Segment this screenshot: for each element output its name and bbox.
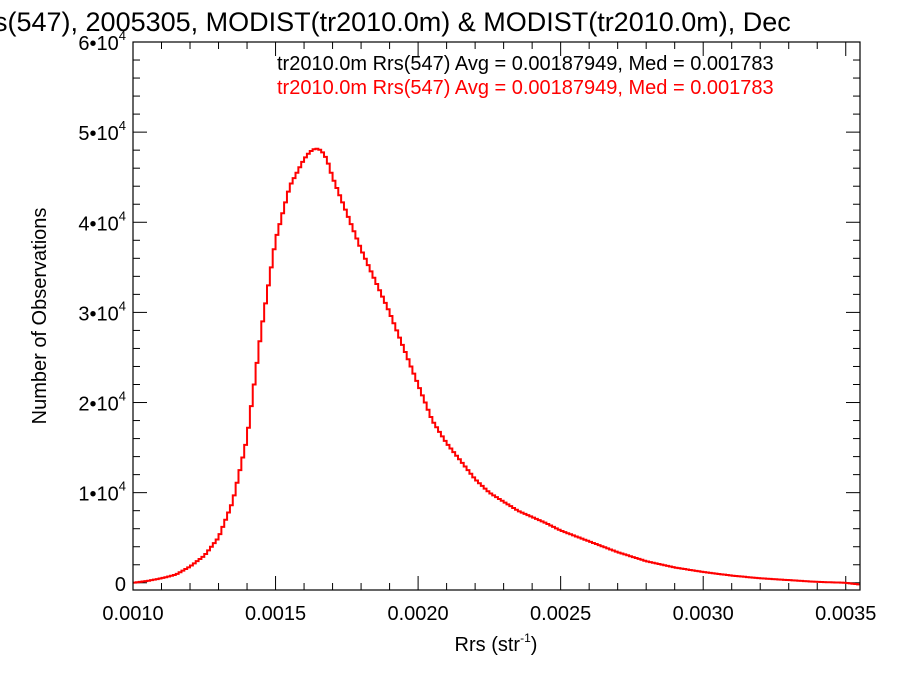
y-tick-label-base: 3•10 [78,303,118,325]
y-tick-label: 0 [115,574,126,596]
y-tick-label-exponent: 4 [119,479,126,494]
y-tick-label: 1•104 [78,479,126,506]
y-axis-ticks [133,41,860,584]
y-tick-label-exponent: 4 [119,298,126,313]
x-axis-label: Rrs (str-1) [455,631,538,656]
y-tick-label-base: 6•10 [78,33,118,55]
x-tick-label: 0.0025 [530,603,591,625]
x-tick-label: 0.0030 [673,603,734,625]
x-axis-label-close: ) [531,634,538,656]
legend-entry-black: tr2010.0m Rrs(547) Avg = 0.00187949, Med… [277,53,774,75]
y-axis-label: Number of Observations [29,208,51,425]
y-tick-label: 6•104 [78,28,126,55]
y-tick-label: 4•104 [78,208,126,235]
x-axis-ticks [132,42,847,590]
y-tick-label-base: 4•10 [78,213,118,235]
y-tick-label-base: 5•10 [78,123,118,145]
y-tick-label-exponent: 4 [119,118,126,133]
x-tick-label: 0.0020 [388,603,449,625]
y-tick-label-base: 2•10 [78,394,118,416]
x-axis-label-superscript: -1 [520,631,531,645]
chart-title: s(547), 2005305, MODIST(tr2010.0m) & MOD… [0,7,791,37]
y-tick-label-exponent: 4 [119,28,126,43]
series-line-0 [133,147,860,586]
y-tick-label: 5•104 [78,118,126,145]
x-axis-label-main: Rrs (str [455,634,521,656]
y-tick-label: 3•104 [78,298,126,325]
x-tick-labels: 0.0010 0.0015 0.0020 0.0025 0.0030 0.0035 [102,603,876,625]
x-tick-label: 0.0035 [815,603,876,625]
y-tick-label: 2•104 [78,389,126,416]
plot-frame [132,41,861,591]
x-tick-label: 0.0010 [102,603,163,625]
legend-entry-red: tr2010.0m Rrs(547) Avg = 0.00187949, Med… [277,77,774,99]
x-tick-label: 0.0015 [245,603,306,625]
y-tick-label-base: 1•10 [78,484,118,506]
series-group [133,147,860,586]
y-tick-label-exponent: 4 [119,208,126,223]
y-tick-label-exponent: 4 [119,389,126,404]
y-tick-label-base: 0 [115,574,126,596]
